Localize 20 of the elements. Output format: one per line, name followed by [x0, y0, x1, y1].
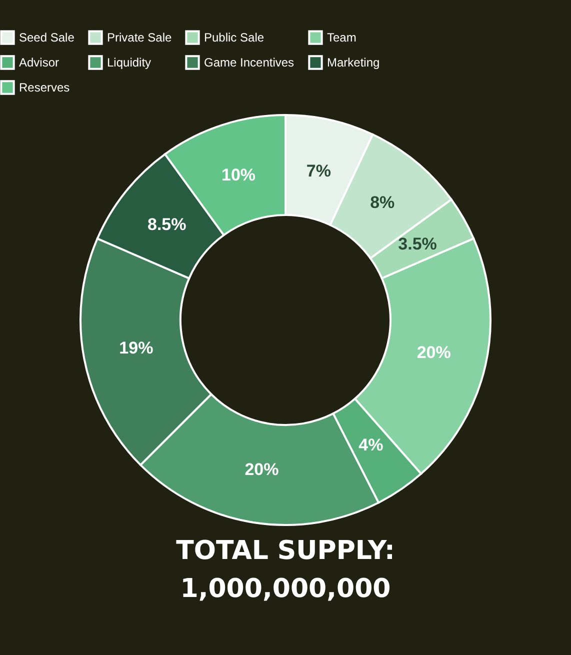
data-label: 7% — [306, 162, 331, 181]
legend-label: Private Sale — [107, 30, 172, 45]
text: 1,000,000,000 — [180, 574, 391, 604]
data-label: 19% — [119, 338, 154, 358]
legend-label: Marketing — [327, 56, 380, 70]
text: TOTAL SUPPLY: — [176, 536, 395, 566]
data-label: 8.5% — [148, 214, 186, 234]
legend-label: Advisor — [19, 56, 60, 70]
data-label: 20% — [244, 460, 279, 480]
data-label: 8% — [370, 192, 395, 212]
data-label: 20% — [416, 343, 451, 362]
data-label: 4% — [358, 436, 384, 455]
legend-label: Liquidity — [107, 56, 152, 70]
legend-label: Team — [327, 30, 356, 45]
legend-label: Public Sale — [204, 30, 264, 45]
legend-label: Seed Sale — [19, 30, 75, 45]
legend-label: Game Incentives — [204, 56, 294, 70]
legend-label: Reserves — [19, 80, 70, 94]
data-label: 3.5% — [398, 234, 437, 254]
data-label: 10% — [222, 165, 256, 184]
